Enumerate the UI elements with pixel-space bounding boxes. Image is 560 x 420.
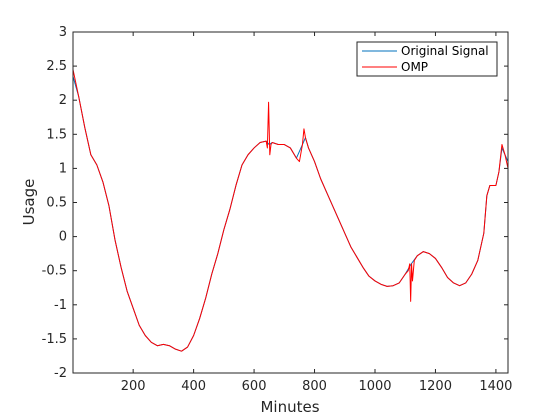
- y-tick-label: 2.5: [46, 59, 67, 74]
- y-tick-label: 1.5: [46, 127, 67, 142]
- y-tick-label: -2: [54, 366, 67, 381]
- x-tick-label: 400: [181, 379, 206, 394]
- legend-label-omp: OMP: [401, 60, 428, 74]
- plot-area: [73, 32, 508, 373]
- x-tick-label: 600: [242, 379, 267, 394]
- y-tick-label: -1.5: [42, 332, 67, 347]
- legend-label-original-signal: Original Signal: [401, 44, 489, 58]
- y-tick-label: 0: [59, 230, 67, 245]
- x-tick-label: 1400: [479, 379, 512, 394]
- ticks-layer: 200 400 600 800 1000 1200 1400 -2 -1.5 -1 -0.5 0 0.5…: [42, 25, 513, 394]
- x-tick-label: 800: [302, 379, 327, 394]
- x-axis-title: Minutes: [260, 398, 319, 416]
- x-tick-label: 1000: [358, 379, 391, 394]
- y-tick-label: 2: [59, 93, 67, 108]
- legend-box: [356, 41, 498, 77]
- series-layer: [72, 69, 509, 352]
- legend: Original Signal OMP: [356, 41, 498, 77]
- y-axis-title: Usage: [20, 179, 38, 226]
- y-tick-label: 3: [59, 25, 67, 40]
- y-tick-label: 1: [59, 161, 67, 176]
- y-tick-label: 0.5: [46, 196, 67, 211]
- y-tick-label: -0.5: [42, 264, 67, 279]
- x-tick-label: 1200: [419, 379, 452, 394]
- x-tick-label: 200: [121, 379, 146, 394]
- y-tick-label: -1: [54, 298, 67, 313]
- series-line-omp: [72, 69, 509, 352]
